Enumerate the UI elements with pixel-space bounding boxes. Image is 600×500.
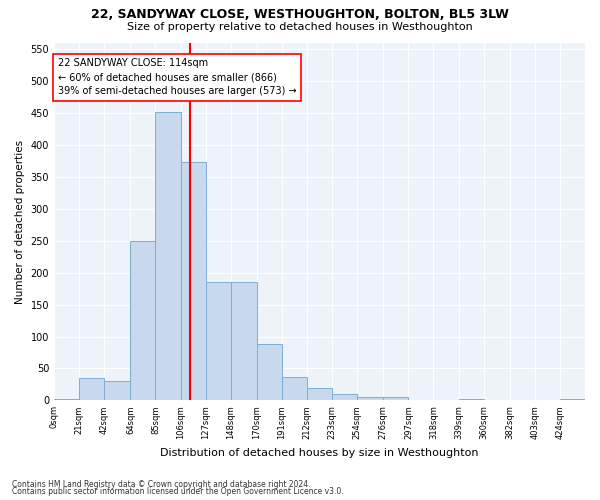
Text: Contains public sector information licensed under the Open Government Licence v3: Contains public sector information licen… [12, 487, 344, 496]
Bar [206, 282, 230, 401]
Bar [79, 378, 104, 400]
Bar [181, 162, 206, 400]
X-axis label: Distribution of detached houses by size in Westhoughton: Distribution of detached houses by size … [160, 448, 479, 458]
Text: 22 SANDYWAY CLOSE: 114sqm
← 60% of detached houses are smaller (866)
39% of semi: 22 SANDYWAY CLOSE: 114sqm ← 60% of detac… [58, 58, 296, 96]
Bar [332, 394, 357, 400]
Bar [282, 377, 307, 400]
Bar [560, 399, 585, 400]
Bar [383, 397, 409, 400]
Bar [230, 282, 257, 401]
Bar [54, 399, 79, 400]
Bar [458, 398, 484, 400]
Bar [130, 240, 155, 400]
Y-axis label: Number of detached properties: Number of detached properties [15, 140, 25, 304]
Text: 22, SANDYWAY CLOSE, WESTHOUGHTON, BOLTON, BL5 3LW: 22, SANDYWAY CLOSE, WESTHOUGHTON, BOLTON… [91, 8, 509, 20]
Bar [307, 388, 332, 400]
Bar [357, 396, 383, 400]
Text: Size of property relative to detached houses in Westhoughton: Size of property relative to detached ho… [127, 22, 473, 32]
Bar [155, 112, 181, 401]
Bar [257, 344, 282, 401]
Bar [104, 382, 130, 400]
Text: Contains HM Land Registry data © Crown copyright and database right 2024.: Contains HM Land Registry data © Crown c… [12, 480, 311, 489]
